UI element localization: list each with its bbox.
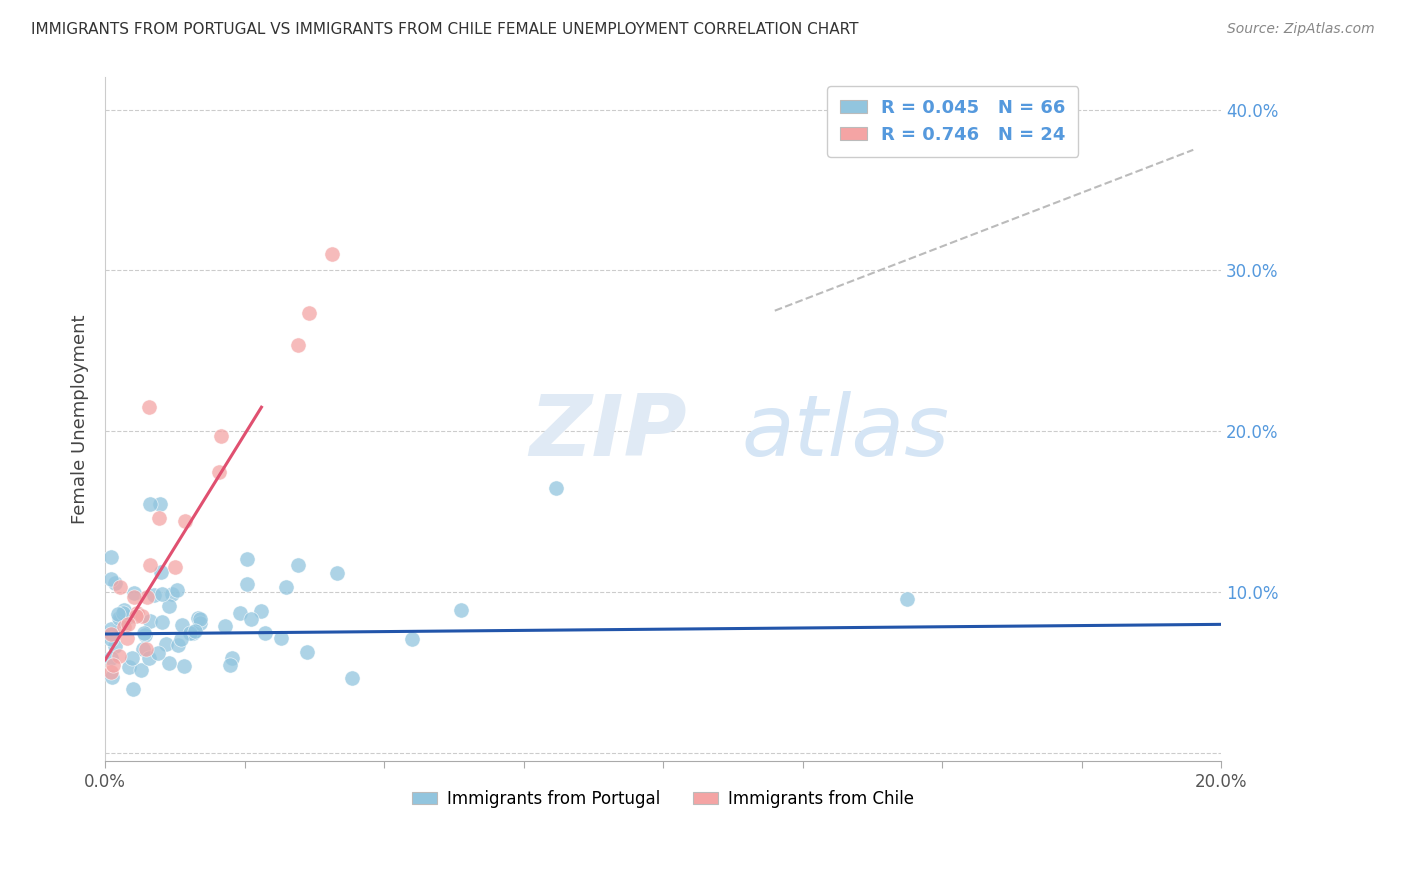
Point: [179, 626, 201, 640]
Point: [157, 656, 180, 670]
Point: [101, 670, 124, 684]
Text: atlas: atlas: [741, 392, 949, 475]
Point: [157, 599, 180, 614]
Point: [208, 465, 231, 479]
Point: [219, 657, 242, 672]
Point: [139, 497, 162, 511]
Point: [150, 587, 173, 601]
Point: [160, 587, 183, 601]
Point: [401, 632, 423, 646]
Point: [249, 604, 271, 618]
Point: [155, 637, 177, 651]
Point: [132, 641, 155, 656]
Point: [148, 646, 170, 660]
Point: [181, 626, 204, 640]
Point: [287, 558, 309, 572]
Text: IMMIGRANTS FROM PORTUGAL VS IMMIGRANTS FROM CHILE FEMALE UNEMPLOYMENT CORRELATIO: IMMIGRANTS FROM PORTUGAL VS IMMIGRANTS F…: [31, 22, 859, 37]
Point: [132, 626, 155, 640]
Point: [135, 642, 157, 657]
Point: [287, 338, 309, 352]
Point: [134, 628, 156, 642]
Point: [131, 609, 153, 624]
Point: [108, 613, 131, 627]
Point: [122, 590, 145, 604]
Point: [235, 576, 257, 591]
Point: [122, 586, 145, 600]
Point: [188, 612, 211, 626]
Point: [143, 588, 166, 602]
Point: [166, 582, 188, 597]
Point: [108, 648, 131, 663]
Point: [148, 511, 170, 525]
Point: [152, 615, 174, 629]
Point: [108, 610, 131, 624]
Point: [100, 632, 122, 647]
Point: [100, 572, 122, 586]
Point: [166, 638, 188, 652]
Point: [112, 620, 135, 634]
Point: [295, 644, 318, 658]
Point: [112, 603, 135, 617]
Point: [100, 651, 122, 665]
Point: [236, 552, 259, 566]
Point: [163, 560, 186, 574]
Point: [139, 614, 162, 628]
Point: [228, 606, 250, 620]
Point: [100, 549, 122, 564]
Point: [546, 481, 568, 495]
Text: ZIP: ZIP: [529, 392, 688, 475]
Point: [276, 580, 298, 594]
Point: [108, 580, 131, 594]
Point: [100, 622, 122, 636]
Point: [326, 566, 349, 580]
Point: [297, 306, 319, 320]
Point: [107, 607, 129, 621]
Point: [209, 429, 232, 443]
Point: [214, 619, 236, 633]
Text: Source: ZipAtlas.com: Source: ZipAtlas.com: [1227, 22, 1375, 37]
Point: [101, 626, 124, 640]
Point: [270, 631, 292, 645]
Point: [138, 400, 160, 414]
Point: [100, 626, 122, 640]
Y-axis label: Female Unemployment: Female Unemployment: [72, 315, 89, 524]
Point: [129, 664, 152, 678]
Point: [187, 610, 209, 624]
Point: [170, 618, 193, 632]
Point: [253, 625, 276, 640]
Point: [136, 590, 159, 604]
Point: [188, 615, 211, 630]
Point: [117, 617, 139, 632]
Point: [170, 632, 193, 646]
Point: [117, 610, 139, 624]
Point: [125, 607, 148, 621]
Point: [240, 612, 263, 626]
Point: [115, 631, 138, 645]
Point: [101, 657, 124, 672]
Point: [125, 608, 148, 623]
Point: [121, 650, 143, 665]
Point: [321, 247, 343, 261]
Point: [139, 558, 162, 573]
Point: [149, 565, 172, 579]
Point: [118, 660, 141, 674]
Point: [221, 651, 243, 665]
Point: [896, 591, 918, 606]
Point: [174, 514, 197, 528]
Point: [450, 603, 472, 617]
Point: [104, 639, 127, 653]
Point: [340, 671, 363, 685]
Point: [121, 681, 143, 696]
Legend: Immigrants from Portugal, Immigrants from Chile: Immigrants from Portugal, Immigrants fro…: [405, 783, 921, 814]
Point: [111, 606, 134, 620]
Point: [149, 497, 172, 511]
Point: [138, 650, 160, 665]
Point: [104, 575, 127, 590]
Point: [173, 659, 195, 673]
Point: [184, 624, 207, 639]
Point: [100, 665, 122, 679]
